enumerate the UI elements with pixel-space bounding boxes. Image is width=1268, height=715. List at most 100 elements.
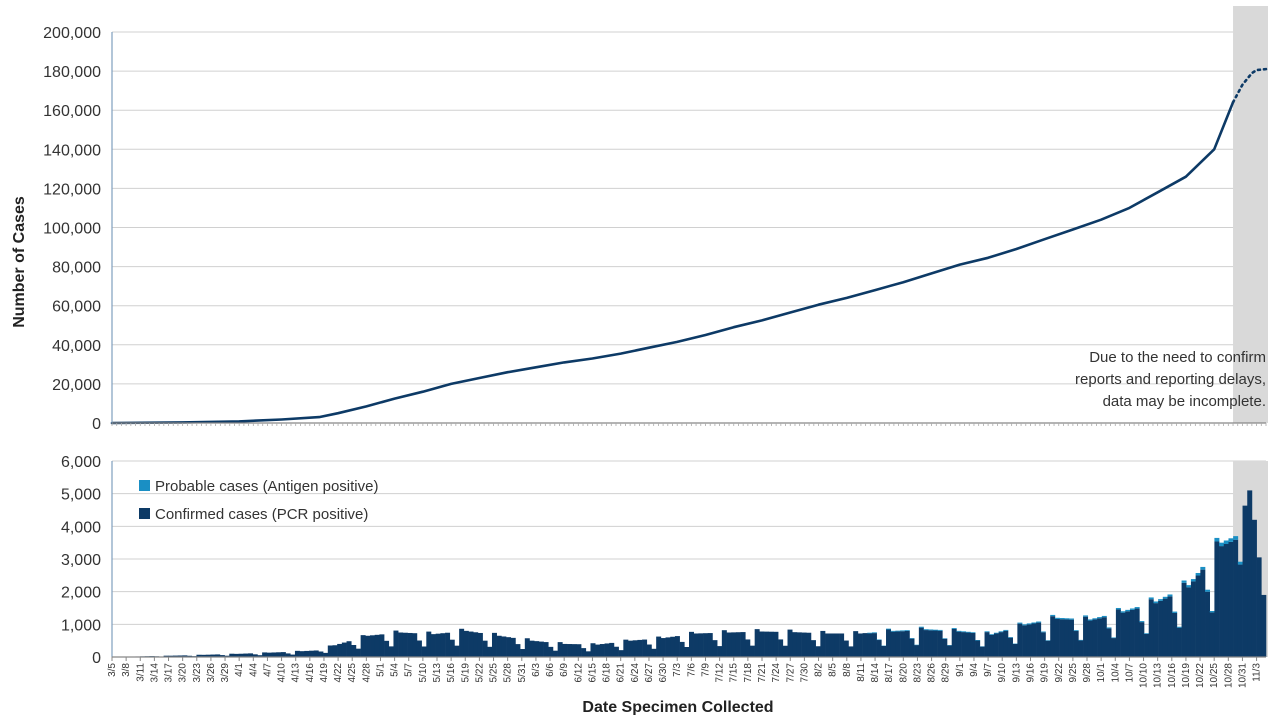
bar-probable xyxy=(989,634,995,635)
bar-confirmed xyxy=(351,645,357,657)
x-tick-label: 4/22 xyxy=(333,663,344,683)
bar-confirmed xyxy=(764,631,770,657)
bar-probable xyxy=(1153,601,1159,604)
bar-confirmed xyxy=(243,653,249,657)
bar-confirmed xyxy=(379,634,385,657)
bar-confirmed xyxy=(801,632,807,657)
bar-probable xyxy=(1092,618,1098,620)
bar-probable xyxy=(1144,633,1150,634)
bar-confirmed xyxy=(731,632,737,657)
bar-probable xyxy=(998,631,1004,633)
x-tick-label: 3/26 xyxy=(206,663,217,683)
bar-confirmed xyxy=(1120,612,1126,657)
bar-confirmed xyxy=(956,631,962,657)
legend-swatch-confirmed xyxy=(139,508,150,519)
bar-probable xyxy=(942,638,948,639)
x-tick-label: 4/25 xyxy=(347,663,358,683)
bar-confirmed xyxy=(787,629,793,657)
x-tick-label: 5/13 xyxy=(432,663,443,683)
bar-confirmed xyxy=(374,634,380,657)
bar-confirmed xyxy=(618,650,624,657)
bar-confirmed xyxy=(187,655,193,657)
bar-confirmed xyxy=(501,636,507,657)
bar-probable xyxy=(1022,624,1028,626)
x-tick-label: 10/4 xyxy=(1110,663,1121,683)
bar-confirmed xyxy=(886,629,892,657)
bar-confirmed xyxy=(341,642,347,657)
x-tick-label: 8/11 xyxy=(856,663,867,682)
bar-confirmed xyxy=(815,646,821,657)
bar-confirmed xyxy=(323,652,329,657)
x-tick-label: 3/11 xyxy=(135,663,146,682)
bar-probable xyxy=(876,639,882,641)
bar-probable xyxy=(1003,629,1009,631)
bar-confirmed xyxy=(665,637,671,657)
bar-probable xyxy=(1017,622,1023,624)
bar-confirmed xyxy=(299,651,305,657)
bar-confirmed xyxy=(674,636,680,657)
bar-confirmed xyxy=(810,640,816,657)
x-tick-label: 9/22 xyxy=(1054,663,1065,683)
bar-confirmed xyxy=(384,640,390,657)
bar-confirmed xyxy=(1054,618,1060,657)
bar-confirmed xyxy=(1026,624,1032,657)
bar-confirmed xyxy=(1059,619,1065,657)
bar-probable xyxy=(904,630,910,631)
x-tick-label: 5/31 xyxy=(517,663,528,683)
bar-confirmed xyxy=(337,643,343,657)
bar-confirmed xyxy=(491,632,497,657)
bar-confirmed xyxy=(543,642,549,657)
bar-confirmed xyxy=(1242,505,1248,657)
bar-confirmed xyxy=(548,646,554,657)
x-tick-label: 6/30 xyxy=(658,663,669,683)
bar-confirmed xyxy=(430,634,436,657)
bar-confirmed xyxy=(163,655,169,657)
x-tick-label: 5/19 xyxy=(460,663,471,683)
x-tick-label: 10/25 xyxy=(1209,663,1220,688)
bar-confirmed xyxy=(806,632,812,657)
bar-probable xyxy=(1111,637,1117,639)
bar-probable xyxy=(1097,617,1103,619)
bar-confirmed xyxy=(684,647,690,657)
daily-y-tick-label: 5,000 xyxy=(61,487,101,504)
x-tick-label: 10/7 xyxy=(1124,663,1135,683)
bar-confirmed xyxy=(257,655,263,657)
cumulative-y-tick-label: 20,000 xyxy=(52,377,101,394)
bar-probable xyxy=(937,629,943,631)
bar-probable xyxy=(970,632,976,634)
bar-confirmed xyxy=(1195,575,1201,657)
x-tick-label: 9/25 xyxy=(1068,663,1079,683)
bar-probable xyxy=(1223,540,1229,544)
bar-confirmed xyxy=(252,654,258,657)
bar-confirmed xyxy=(961,632,967,657)
bar-confirmed xyxy=(463,630,469,657)
bar-confirmed xyxy=(1068,619,1074,657)
bar-probable xyxy=(1007,637,1013,638)
bar-confirmed xyxy=(201,654,207,657)
bar-confirmed xyxy=(1223,543,1229,657)
bar-confirmed xyxy=(745,639,751,657)
x-tick-label: 10/1 xyxy=(1096,663,1107,683)
bar-confirmed xyxy=(1251,519,1257,657)
bar-confirmed xyxy=(773,631,779,657)
bar-confirmed xyxy=(843,640,849,657)
bar-probable xyxy=(895,630,901,632)
bar-confirmed xyxy=(796,632,802,657)
bar-confirmed xyxy=(825,633,831,657)
bar-confirmed xyxy=(248,653,254,657)
bar-confirmed xyxy=(721,630,727,657)
bar-confirmed xyxy=(435,633,441,657)
y-axis-title: Number of Cases xyxy=(11,196,28,328)
bar-confirmed xyxy=(942,638,948,657)
bar-probable xyxy=(1237,561,1243,565)
x-tick-label: 8/14 xyxy=(870,663,881,683)
x-tick-label: 4/13 xyxy=(291,663,302,683)
bar-confirmed xyxy=(538,641,544,657)
cumulative-lines xyxy=(110,67,1268,425)
bar-probable xyxy=(1120,611,1126,613)
bar-probable xyxy=(1129,608,1135,610)
x-tick-label: 6/6 xyxy=(545,663,556,677)
bar-confirmed xyxy=(651,648,657,657)
x-tick-label: 8/8 xyxy=(842,663,853,677)
bar-confirmed xyxy=(1261,594,1267,657)
